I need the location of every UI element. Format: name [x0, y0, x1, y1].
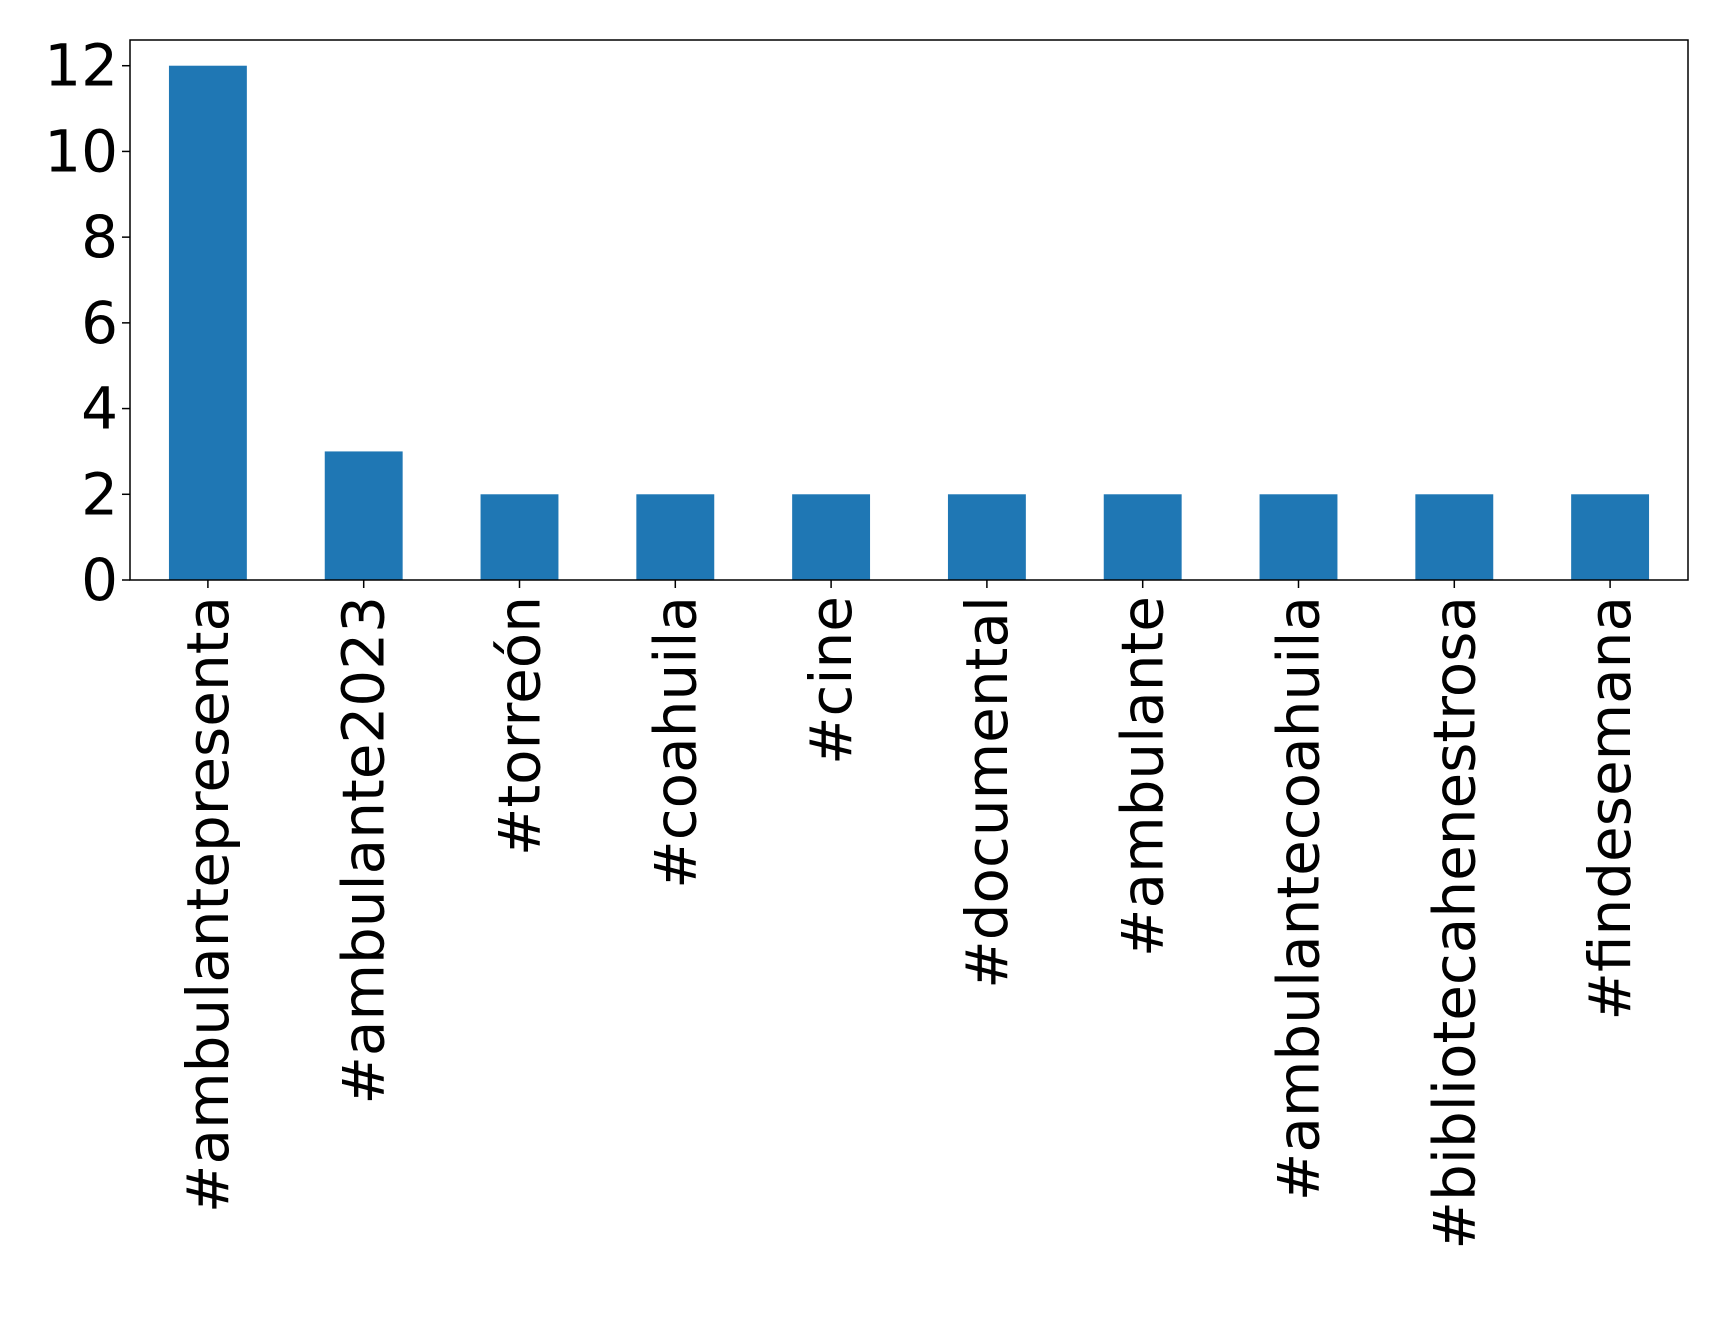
y-tick-label-1: 2	[81, 460, 118, 528]
bar-6	[1103, 494, 1182, 580]
x-tick-label-6: #ambulante	[1109, 596, 1177, 957]
bar-9	[1571, 494, 1650, 580]
y-tick-label-6: 12	[44, 32, 118, 100]
y-tick-label-5: 10	[44, 117, 118, 185]
y-tick-label-3: 6	[81, 289, 118, 357]
bar-5	[947, 494, 1026, 580]
x-tick-label-7: #ambulantecoahuila	[1265, 596, 1333, 1201]
bar-7	[1259, 494, 1338, 580]
x-axis: #ambulantepresenta #ambulante2023 #torreón…	[174, 580, 1644, 1250]
bar-0	[168, 65, 247, 580]
plot-frame	[129, 39, 1689, 581]
y-tick-label-4: 8	[81, 203, 118, 271]
bar-2	[480, 494, 559, 580]
bar-4	[792, 494, 871, 580]
x-tick-label-4: #cine	[797, 596, 865, 765]
bar-1	[324, 451, 403, 580]
y-tick-label-2: 4	[81, 375, 118, 443]
bars-layer	[168, 65, 1650, 580]
x-tick-label-3: #coahuila	[641, 596, 709, 889]
x-tick-label-5: #documental	[953, 596, 1021, 989]
x-tick-label-1: #ambulante2023	[330, 596, 398, 1105]
x-tick-label-0: #ambulantepresenta	[174, 596, 242, 1213]
bar-3	[636, 494, 715, 580]
y-tick-label-0: 0	[81, 546, 118, 614]
x-tick-label-9: #findesemana	[1576, 596, 1644, 1021]
y-axis: 0 2 4 6 8 10 12	[44, 32, 130, 614]
bar-8	[1415, 494, 1494, 580]
x-tick-label-2: #torreón	[486, 596, 554, 856]
x-tick-label-8: #bibliotecahenestrosa	[1420, 596, 1488, 1250]
